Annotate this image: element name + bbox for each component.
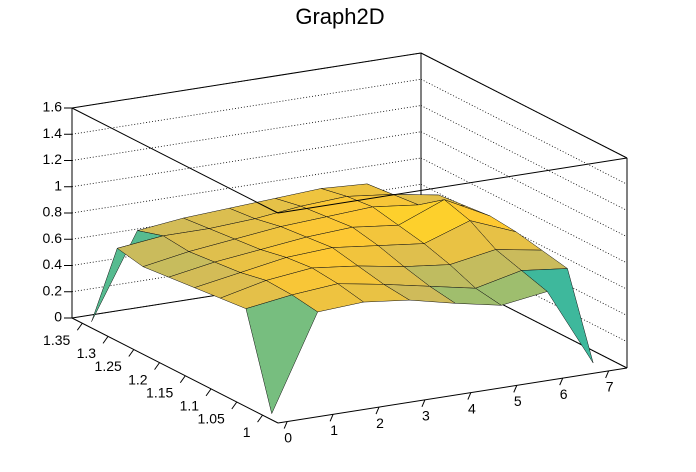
x-tick-label: 7 <box>606 379 614 395</box>
x-tick-label: 5 <box>514 393 522 409</box>
axis-line <box>277 367 628 424</box>
y-tick-label: 1.25 <box>95 358 122 374</box>
y-tick <box>257 414 263 423</box>
y-tick <box>154 362 160 370</box>
grid-line <box>420 157 628 264</box>
grid-line <box>420 105 628 211</box>
grid-line <box>71 78 422 135</box>
x-tick <box>375 406 380 415</box>
x-tick-label: 2 <box>376 415 384 431</box>
x-tick-label: 4 <box>468 400 476 416</box>
grid-line <box>420 131 628 238</box>
box-edge <box>277 157 628 214</box>
y-tick-label: 1.2 <box>128 371 148 387</box>
y-tick <box>205 388 212 397</box>
y-tick <box>128 349 135 357</box>
z-tick-label: 0 <box>54 309 62 325</box>
x-tick <box>605 370 610 379</box>
y-tick-label: 1 <box>243 424 251 440</box>
grid-line <box>420 262 628 369</box>
z-tick-label: 0.4 <box>43 256 63 272</box>
x-tick <box>467 392 472 400</box>
z-tick-label: 1 <box>54 177 62 193</box>
z-tick-label: 0.6 <box>43 230 63 246</box>
box-edge <box>71 52 422 109</box>
surface-cell <box>245 294 318 415</box>
x-tick <box>559 377 564 386</box>
x-tick <box>283 421 288 429</box>
grid-line <box>71 157 422 214</box>
y-tick <box>76 322 83 331</box>
z-tick-label: 0.2 <box>43 282 63 298</box>
grid-line <box>71 131 422 188</box>
x-tick-label: 3 <box>422 408 430 424</box>
grid-line <box>71 105 422 161</box>
z-tick-label: 1.2 <box>43 151 63 167</box>
x-tick-label: 0 <box>284 429 292 445</box>
axis-line <box>71 317 279 424</box>
z-tick-label: 1.4 <box>43 125 63 141</box>
y-tick-label: 1.15 <box>146 384 173 400</box>
grid-line <box>420 210 628 316</box>
z-tick-label: 1.6 <box>43 99 63 115</box>
box-edge <box>71 107 279 214</box>
z-tick-label: 0.8 <box>43 204 63 220</box>
x-tick <box>329 414 334 422</box>
y-tick-label: 1.05 <box>198 411 225 427</box>
y-tick-label: 1.1 <box>180 398 200 414</box>
chart-title: Graph2D <box>295 4 384 29</box>
x-tick <box>421 399 426 408</box>
x-tick-label: 6 <box>560 386 568 402</box>
x-tick <box>513 385 518 393</box>
grid-line <box>420 236 628 343</box>
x-tick-label: 1 <box>330 422 338 438</box>
grid-line <box>420 183 628 290</box>
y-tick <box>231 401 238 410</box>
y-tick-label: 1.3 <box>77 345 97 361</box>
y-tick <box>179 375 186 384</box>
y-tick-label: 1.35 <box>43 332 70 348</box>
grid-line <box>420 78 628 185</box>
box-edge <box>420 52 628 159</box>
y-tick <box>102 336 109 344</box>
